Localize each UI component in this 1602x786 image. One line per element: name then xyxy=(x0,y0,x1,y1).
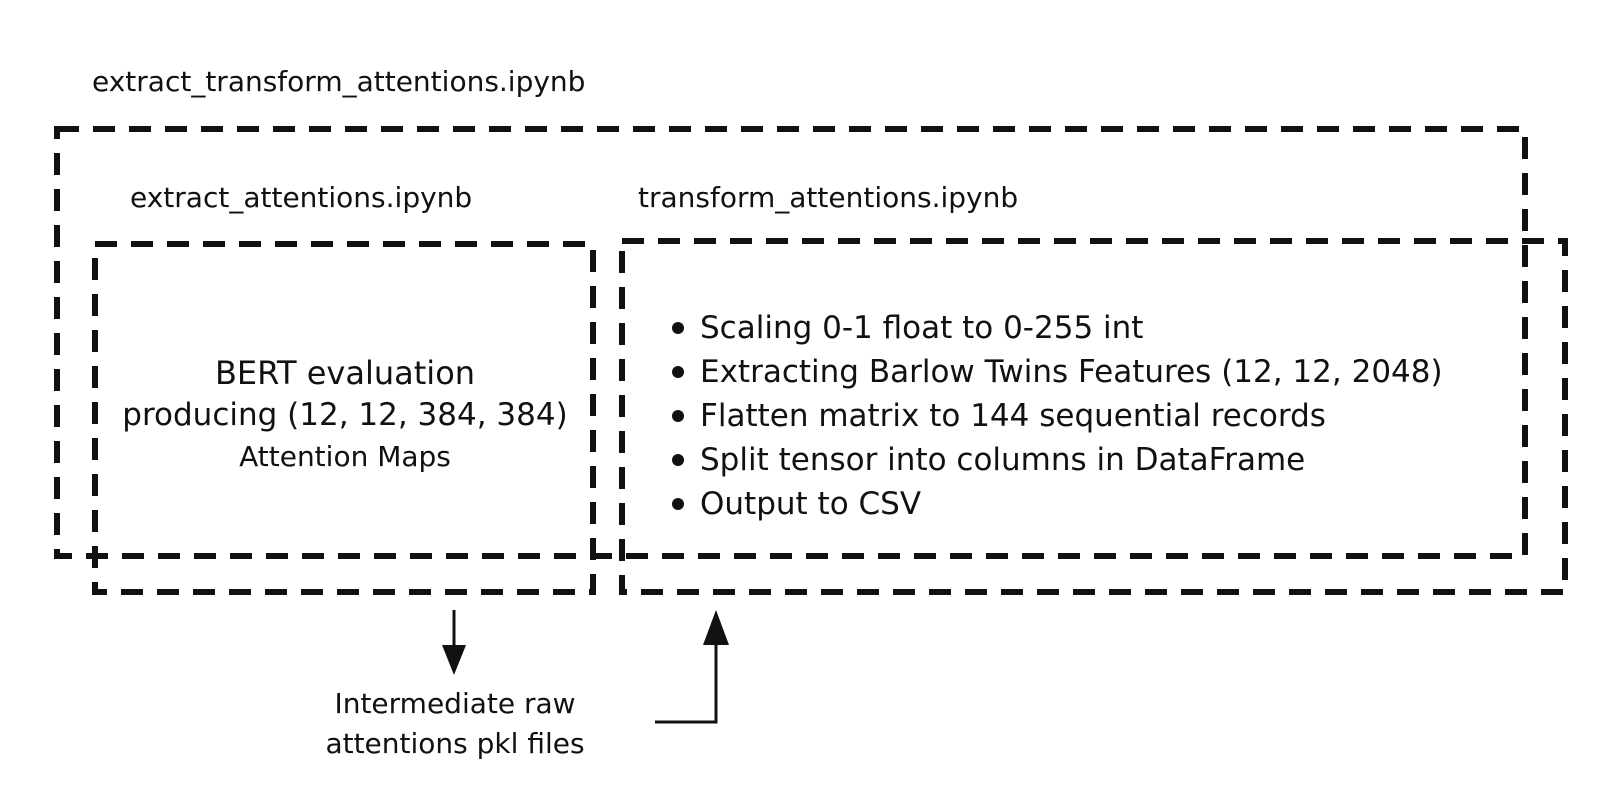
bullet-dot-icon xyxy=(672,410,684,422)
transform-step-item: Scaling 0-1 float to 0-255 int xyxy=(672,306,1443,350)
bullet-dot-icon xyxy=(672,498,684,510)
extract-box-description: BERT evaluation producing (12, 12, 384, … xyxy=(98,352,592,478)
transform-step-item: Extracting Barlow Twins Features (12, 12… xyxy=(672,350,1443,394)
transform-step-text: Flatten matrix to 144 sequential records xyxy=(700,398,1326,434)
transform-step-item: Split tensor into columns in DataFrame xyxy=(672,438,1443,482)
outer-box-border xyxy=(54,126,1528,559)
elbow-arrow-line xyxy=(655,640,718,724)
bullet-dot-icon xyxy=(672,322,684,334)
intermediate-line-1: Intermediate raw xyxy=(334,687,576,720)
transform-step-item: Flatten matrix to 144 sequential records xyxy=(672,394,1443,438)
extract-description-line-1: BERT evaluation xyxy=(214,354,476,392)
bullet-dot-icon xyxy=(672,454,684,466)
intermediate-files-label: Intermediate raw attentions pkl files xyxy=(300,684,610,764)
extract-box-label: extract_attentions.ipynb xyxy=(130,181,473,214)
transform-box-label: transform_attentions.ipynb xyxy=(638,181,1019,214)
transform-step-text: Scaling 0-1 float to 0-255 int xyxy=(700,310,1144,346)
bullet-dot-icon xyxy=(672,366,684,378)
transform-step-text: Output to CSV xyxy=(700,486,922,522)
down-arrow-head xyxy=(442,645,466,675)
up-arrow-head xyxy=(703,610,729,645)
transform-step-text: Extracting Barlow Twins Features (12, 12… xyxy=(700,354,1443,390)
extract-description-line-2: producing (12, 12, 384, 384) xyxy=(122,397,568,433)
transform-step-text: Split tensor into columns in DataFrame xyxy=(700,442,1306,478)
extract-description-line-3: Attention Maps xyxy=(239,440,451,473)
transform-steps-list: Scaling 0-1 float to 0-255 int Extractin… xyxy=(672,306,1443,526)
transform-step-item: Output to CSV xyxy=(672,482,1443,526)
intermediate-line-2: attentions pkl files xyxy=(325,727,585,760)
extract-box-border xyxy=(92,241,596,595)
outer-box-label: extract_transform_attentions.ipynb xyxy=(92,65,586,98)
transform-box-border xyxy=(619,238,1568,595)
